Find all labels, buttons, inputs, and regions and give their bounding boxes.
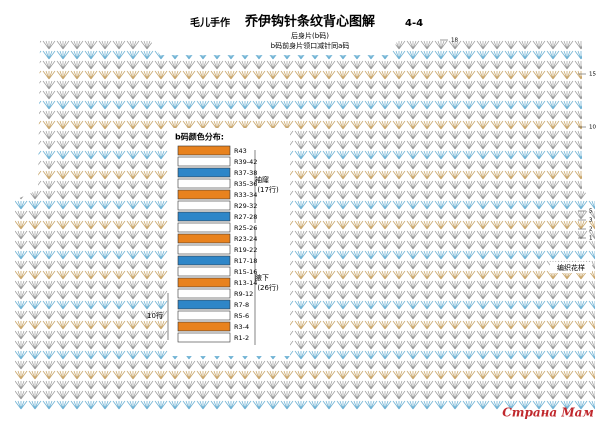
row-label: R33-34 (234, 191, 257, 199)
row-label: R35-36 (234, 180, 257, 188)
page-number: 4-4 (405, 18, 423, 29)
stitch-row (15, 150, 595, 160)
color-bar (177, 233, 231, 244)
color-bar (177, 310, 231, 321)
watermark: Страна Мам (502, 406, 594, 420)
stitch-row (15, 400, 595, 410)
stitch-row (15, 70, 595, 80)
stitch-row (15, 390, 595, 400)
stitch-row (15, 170, 595, 180)
legend: R43 R39-42 R37-38 R35-36 R33-34 R29-32 R27-28 R… (177, 145, 257, 343)
bracket (167, 150, 256, 345)
stitch-row (15, 350, 595, 360)
marker-label: 1 (589, 236, 593, 242)
armhole-rows: (17行) (257, 185, 279, 194)
color-bar (177, 167, 231, 178)
marker-label: 10 (589, 125, 596, 131)
ten-rows: 10行 (147, 311, 163, 320)
stitch-row (15, 330, 595, 340)
row-label: R43 (234, 147, 247, 155)
row-label: R1-2 (234, 334, 249, 342)
row-label: R23-24 (234, 235, 257, 243)
stitch-row (15, 380, 595, 390)
stitch-row (15, 80, 595, 90)
stitch-row (15, 120, 595, 130)
row-label: R5-6 (234, 312, 249, 320)
stitch-row (15, 220, 595, 230)
marker-label: 15 (589, 72, 596, 78)
marker-label: 5 (589, 209, 593, 215)
row-label: R3-4 (234, 323, 249, 331)
underarm-label: 腋下 (255, 273, 269, 282)
row-label: R39-42 (234, 158, 257, 166)
subtitle: 后身片(b码) (291, 31, 329, 40)
stitch-row (15, 210, 595, 220)
row-label: R25-26 (234, 224, 257, 232)
row-label: R19-22 (234, 246, 257, 254)
stitch-row (15, 100, 595, 110)
legend-title: b码颜色分布: (175, 132, 224, 142)
stitch-row (15, 370, 595, 380)
stitch-row (15, 60, 595, 70)
underarm-rows: (26行) (257, 283, 279, 292)
color-bar (177, 222, 231, 233)
stitch-row (15, 290, 595, 300)
marker-label: 2 (589, 227, 593, 233)
color-bar (177, 200, 231, 211)
stitch-row (15, 180, 595, 190)
pattern-label-bg (550, 262, 592, 273)
color-bar (177, 178, 231, 189)
stitch-pattern (15, 40, 595, 410)
stitch-row (15, 360, 595, 370)
color-bar (177, 321, 231, 332)
stitch-row (15, 190, 595, 200)
armhole-label: 袖窿 (255, 175, 269, 184)
stitch-row (15, 130, 595, 140)
color-bar (177, 145, 231, 156)
stitch-row (15, 300, 595, 310)
color-bar (177, 255, 231, 266)
stitch-row (15, 230, 595, 240)
color-bar (177, 211, 231, 222)
brand: 毛儿手作 (190, 16, 230, 29)
stitch-row (15, 310, 595, 320)
color-bar (177, 332, 231, 343)
stitch-row (15, 280, 595, 290)
color-bar (177, 277, 231, 288)
stitch-row (15, 160, 595, 170)
color-bar (177, 288, 231, 299)
row-label: R13-14 (234, 279, 257, 287)
title: 乔伊钩针条纹背心图解 (244, 14, 375, 30)
row-label: R7-8 (234, 301, 249, 309)
stitch-row (15, 340, 595, 350)
stitch-row (15, 90, 595, 100)
stitch-row (15, 140, 595, 150)
row-label: R27-28 (234, 213, 257, 221)
color-bar (177, 299, 231, 310)
row-label: R37-38 (234, 169, 257, 177)
stitch-row (15, 240, 595, 250)
stitch-row (15, 270, 595, 280)
pattern-label: 编织花样 (557, 263, 585, 272)
row-label: R15-16 (234, 268, 257, 276)
color-bar (177, 244, 231, 255)
stitch-row (15, 50, 595, 60)
row-label: R29-32 (234, 202, 257, 210)
row-label: R9-12 (234, 290, 253, 298)
color-bar (177, 189, 231, 200)
row-label: R17-18 (234, 257, 257, 265)
marker-label: 3 (589, 218, 593, 224)
color-bar (177, 266, 231, 277)
stitch-row (15, 110, 595, 120)
note: b码前身片领口减针同a码 (271, 41, 350, 50)
row-markers: 18 15 10 5 3 2 1 (440, 38, 596, 242)
color-bar (177, 156, 231, 167)
stitch-row (15, 260, 595, 270)
stitch-row (15, 200, 595, 210)
stitch-row (15, 250, 595, 260)
marker-label: 18 (451, 38, 458, 44)
stitch-row (15, 320, 595, 330)
